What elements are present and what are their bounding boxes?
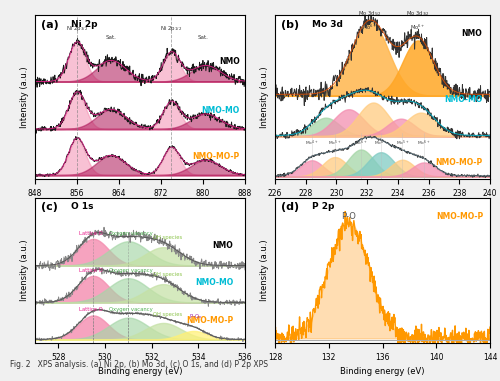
Text: Mo$^{4+}$: Mo$^{4+}$ [374,139,388,148]
Text: Fig. 2   XPS analysis. (a) Ni 2p, (b) Mo 3d, (c) O 1s, and (d) P 2p XPS: Fig. 2 XPS analysis. (a) Ni 2p, (b) Mo 3… [10,360,268,369]
Text: NMO-MO-P: NMO-MO-P [186,316,234,325]
Text: NMO-MO-P: NMO-MO-P [435,158,482,168]
Text: Mo 3d$_{5/2}$: Mo 3d$_{5/2}$ [358,10,382,18]
Text: Lattice O: Lattice O [79,307,103,312]
Text: Mo 3d$_{3/2}$: Mo 3d$_{3/2}$ [406,10,429,18]
Text: (c): (c) [42,202,58,213]
Text: OH species: OH species [154,235,182,240]
Text: NMO-MO-P: NMO-MO-P [436,212,484,221]
Text: OH species: OH species [154,312,182,317]
Text: O 1s: O 1s [70,202,93,211]
Text: OH species: OH species [154,272,182,277]
Text: NMO-MO: NMO-MO [444,94,482,104]
Text: (a): (a) [42,20,59,30]
Text: Mo$^{6+}$: Mo$^{6+}$ [418,139,430,148]
Text: NMO: NMO [219,58,240,66]
Y-axis label: Intensity (a.u.): Intensity (a.u.) [20,66,30,128]
Text: Lattice O: Lattice O [79,231,103,235]
Text: Mo$^{5+}$: Mo$^{5+}$ [396,139,409,148]
Text: Mo$^{6+}$: Mo$^{6+}$ [362,23,378,32]
Text: Mo$^{4+}$: Mo$^{4+}$ [305,139,318,148]
Text: Mo 3d: Mo 3d [312,20,342,29]
Text: P-O: P-O [342,212,356,221]
Text: Lattice O: Lattice O [79,267,103,272]
Text: NMO-MO: NMO-MO [202,106,239,115]
Text: Sat.: Sat. [198,35,208,40]
X-axis label: Binding energy (eV): Binding energy (eV) [340,367,425,376]
Y-axis label: Intensity (a.u.): Intensity (a.u.) [260,240,270,301]
Text: Mo$^{5+}$: Mo$^{5+}$ [328,139,342,148]
Text: P-O$_x$: P-O$_x$ [190,312,202,321]
Text: Oxygen vacancy: Oxygen vacancy [109,231,152,235]
Text: NMO-MO-P: NMO-MO-P [192,152,240,161]
X-axis label: Binding energy (eV): Binding energy (eV) [98,367,182,376]
Text: Ni 2p$_{3/2}$: Ni 2p$_{3/2}$ [66,25,88,33]
Text: NMO: NMO [462,29,482,38]
Text: (b): (b) [282,20,300,30]
Text: Mo$^{6+}$: Mo$^{6+}$ [354,139,368,148]
Text: P 2p: P 2p [312,202,334,211]
Text: Sat.: Sat. [106,35,117,40]
Text: Oxygen vacancy: Oxygen vacancy [109,307,152,312]
Text: NMO: NMO [212,241,234,250]
Y-axis label: Intensity (a.u.): Intensity (a.u.) [20,240,30,301]
Text: Ni 2p$_{1/2}$: Ni 2p$_{1/2}$ [160,25,182,33]
Text: Mo$^{6+}$: Mo$^{6+}$ [410,23,426,32]
Text: Oxygen vacancy: Oxygen vacancy [109,267,152,272]
X-axis label: Binding energy (eV): Binding energy (eV) [340,203,425,212]
X-axis label: Binding energy (eV): Binding energy (eV) [98,203,182,212]
Y-axis label: Intensity (a.u.): Intensity (a.u.) [260,66,270,128]
Text: NMO-MO: NMO-MO [195,278,234,287]
Text: Ni 2p: Ni 2p [70,20,97,29]
Text: (d): (d) [282,202,300,213]
